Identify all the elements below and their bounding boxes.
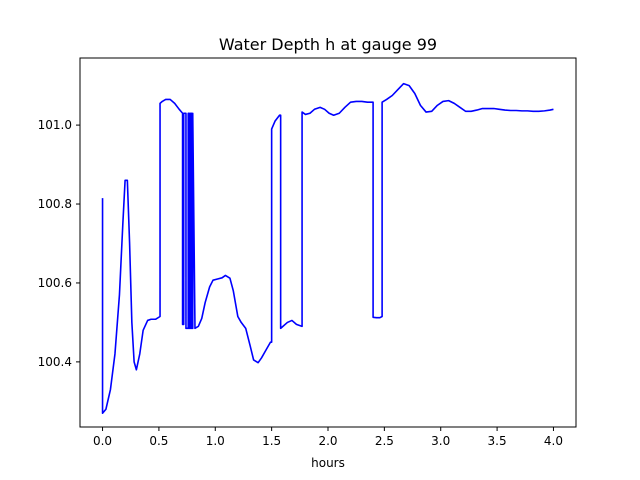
y-tick-label: 100.6 [38,276,72,290]
y-tick-label: 100.4 [38,355,72,369]
x-tick-label: 1.5 [262,434,281,448]
x-tick-label: 2.5 [375,434,394,448]
x-tick-label: 0.5 [149,434,168,448]
y-tick-label: 100.8 [38,197,72,211]
x-tick-label: 4.0 [544,434,563,448]
series-line-water-depth [101,82,554,414]
y-tick-label: 101.0 [38,118,72,132]
x-tick-label: 3.5 [488,434,507,448]
plot-area-frame [79,57,577,428]
x-tick-label: 0.0 [93,434,112,448]
x-axis-label: hours [311,456,345,470]
x-tick-label: 3.0 [431,434,450,448]
x-tick-label: 2.0 [318,434,337,448]
x-axis: 0.0 0.5 1.0 1.5 2.0 2.5 3.0 3.5 4.0 [93,427,563,448]
x-tick-label: 1.0 [206,434,225,448]
y-axis: 100.4 100.6 100.8 101.0 [38,118,80,369]
chart-title: Water Depth h at gauge 99 [219,35,437,54]
